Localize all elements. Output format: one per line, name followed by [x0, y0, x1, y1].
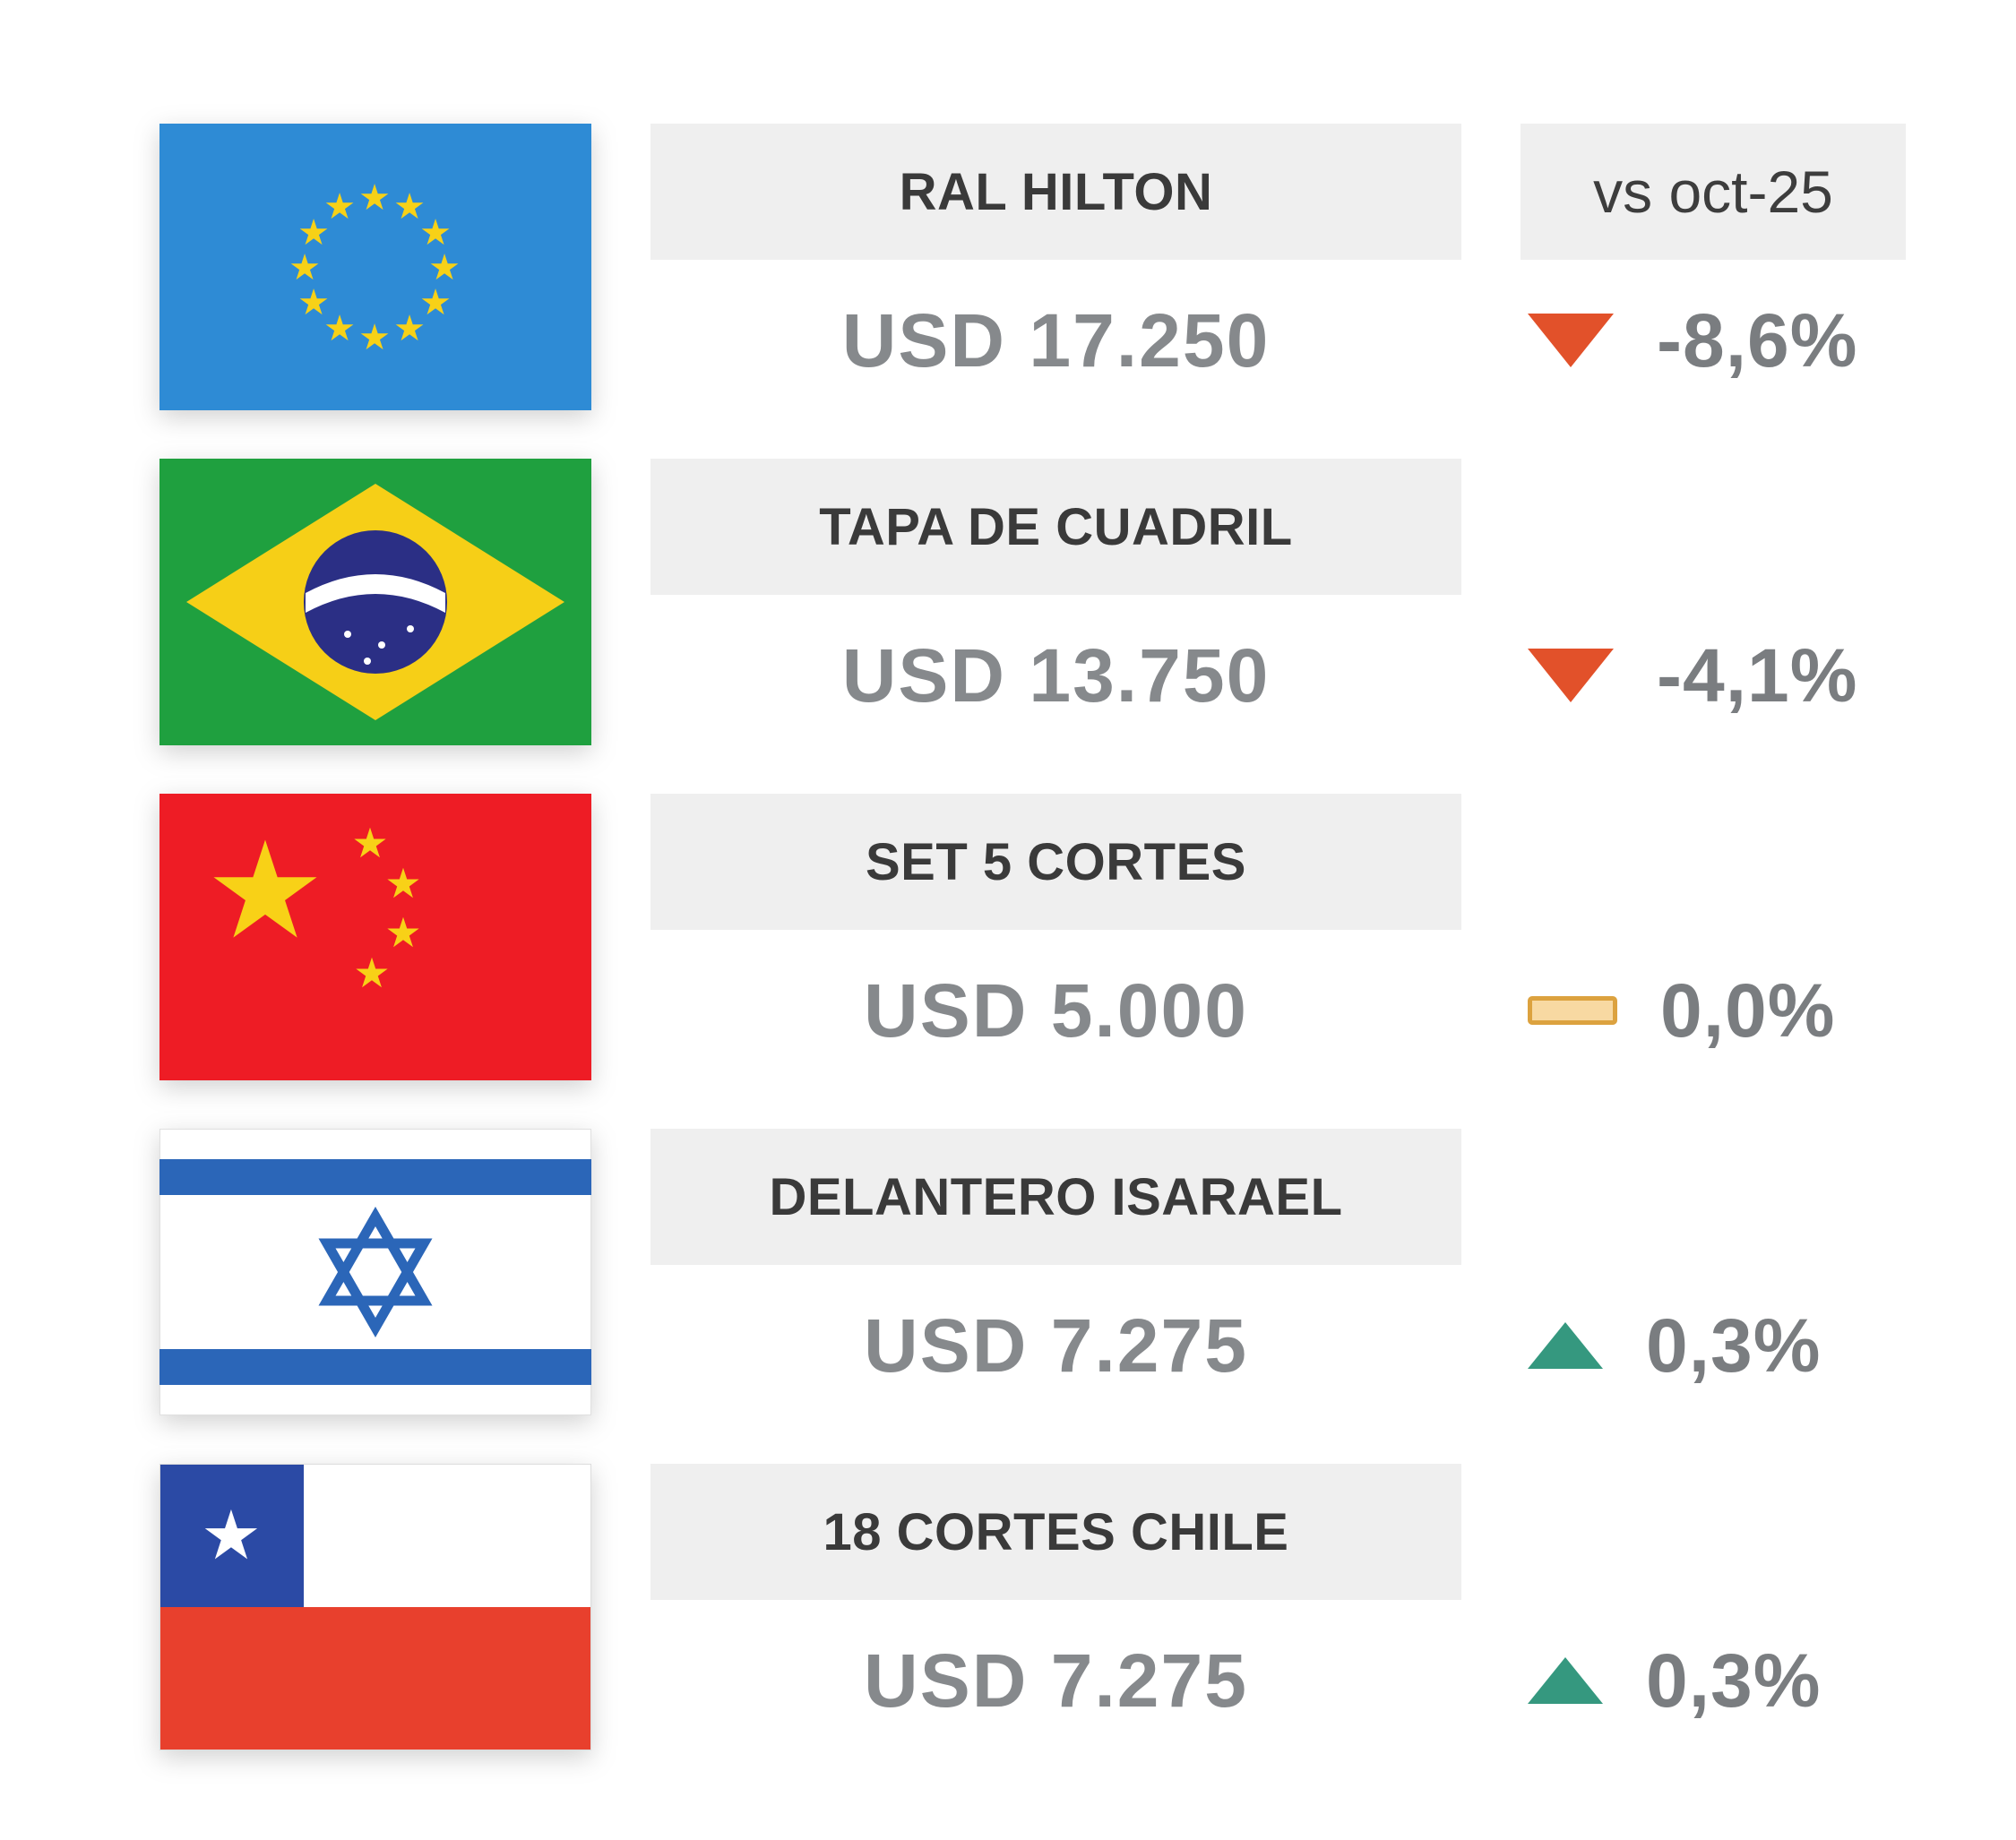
up-arrow-icon	[1528, 1657, 1603, 1704]
svg-text:★: ★	[351, 819, 388, 867]
neutral-bar-icon	[1528, 996, 1617, 1025]
svg-text:★: ★	[358, 177, 391, 219]
svg-text:★: ★	[201, 1495, 262, 1575]
product-label-box: SET 5 CORTES	[650, 794, 1461, 930]
price-text: USD 5.000	[864, 967, 1248, 1053]
spacer	[1521, 459, 1906, 595]
product-cell: DELANTERO ISARAEL USD 7.275	[650, 1129, 1461, 1426]
product-label-box: 18 CORTES CHILE	[650, 1464, 1461, 1600]
svg-text:★: ★	[323, 186, 356, 228]
change-indicator: -4,1%	[1521, 595, 1906, 756]
svg-text:★: ★	[297, 282, 330, 323]
flag-cell: ★ ★ ★ ★ ★	[159, 794, 591, 1091]
svg-text:★: ★	[393, 186, 426, 228]
spacer	[1521, 1464, 1906, 1600]
change-cell: vs oct-25 -8,6%	[1521, 124, 1906, 421]
price-table: ★ ★ ★ ★ ★ ★ ★ ★ ★ ★ ★ ★ RAL HILTON USD 17.250 …	[159, 124, 2016, 1761]
product-label-box: DELANTERO ISARAEL	[650, 1129, 1461, 1265]
product-cell: SET 5 CORTES USD 5.000	[650, 794, 1461, 1091]
product-label-box: RAL HILTON	[650, 124, 1461, 260]
eu-flag-icon: ★ ★ ★★ ★★ ★★ ★★ ★★	[159, 124, 591, 410]
product-name: RAL HILTON	[899, 162, 1213, 221]
product-name: TAPA DE CUADRIL	[819, 497, 1293, 556]
svg-text:★: ★	[384, 859, 421, 907]
table-row: DELANTERO ISARAEL USD 7.275 0,3%	[159, 1129, 2016, 1426]
product-cell: RAL HILTON USD 17.250	[650, 124, 1461, 421]
brazil-flag-icon	[159, 459, 591, 745]
flag-cell: ★	[159, 1464, 591, 1761]
table-row: ★ ★ ★ ★ ★ SET 5 CORTES USD 5.000 0,0%	[159, 794, 2016, 1091]
svg-text:★: ★	[353, 949, 390, 997]
product-cell: TAPA DE CUADRIL USD 13.750	[650, 459, 1461, 756]
svg-text:★: ★	[205, 813, 325, 969]
change-cell: 0,0%	[1521, 794, 1906, 1091]
change-indicator: 0,3%	[1521, 1265, 1906, 1426]
svg-text:★: ★	[297, 212, 330, 254]
svg-text:★: ★	[428, 247, 461, 288]
svg-text:★: ★	[289, 247, 321, 288]
table-row: ★ ★ ★ ★ ★ ★ ★ ★ ★ ★ ★ ★ RAL HILTON USD 17.250 …	[159, 124, 2016, 421]
change-cell: 0,3%	[1521, 1464, 1906, 1761]
up-arrow-icon	[1528, 1322, 1603, 1369]
flag-cell: ★ ★ ★ ★ ★ ★ ★ ★ ★ ★ ★ ★	[159, 124, 591, 421]
svg-text:★: ★	[358, 317, 391, 358]
spacer	[1521, 1129, 1906, 1265]
down-arrow-icon	[1528, 314, 1614, 367]
product-name: SET 5 CORTES	[866, 832, 1246, 891]
spacer	[1521, 794, 1906, 930]
comparison-header: vs oct-25	[1521, 124, 1906, 260]
price-text: USD 13.750	[841, 632, 1271, 718]
svg-text:★: ★	[393, 308, 426, 349]
price-text: USD 7.275	[864, 1638, 1248, 1723]
down-arrow-icon	[1528, 649, 1614, 702]
flag-cell	[159, 1129, 591, 1426]
change-percent: 0,3%	[1646, 1638, 1822, 1723]
product-name: 18 CORTES CHILE	[823, 1502, 1289, 1561]
israel-flag-icon	[159, 1129, 591, 1415]
change-indicator: 0,3%	[1521, 1600, 1906, 1761]
flag-cell	[159, 459, 591, 756]
change-indicator: -8,6%	[1521, 260, 1906, 421]
svg-text:★: ★	[384, 908, 421, 957]
svg-text:★: ★	[419, 212, 452, 254]
product-label-box: TAPA DE CUADRIL	[650, 459, 1461, 595]
change-percent: 0,0%	[1660, 967, 1836, 1053]
price-text: USD 7.275	[864, 1303, 1248, 1388]
change-cell: -4,1%	[1521, 459, 1906, 756]
change-percent: 0,3%	[1646, 1303, 1822, 1388]
product-cell: 18 CORTES CHILE USD 7.275	[650, 1464, 1461, 1761]
table-row: ★ 18 CORTES CHILE USD 7.275 0,3%	[159, 1464, 2016, 1761]
change-indicator: 0,0%	[1521, 930, 1906, 1091]
svg-text:★: ★	[419, 282, 452, 323]
product-name: DELANTERO ISARAEL	[769, 1167, 1343, 1226]
china-flag-icon: ★ ★ ★ ★ ★	[159, 794, 591, 1080]
change-percent: -8,6%	[1657, 297, 1858, 383]
change-percent: -4,1%	[1657, 632, 1858, 718]
price-text: USD 17.250	[841, 297, 1271, 383]
chile-flag-icon: ★	[159, 1464, 591, 1750]
table-row: TAPA DE CUADRIL USD 13.750 -4,1%	[159, 459, 2016, 756]
svg-text:★: ★	[323, 308, 356, 349]
change-cell: 0,3%	[1521, 1129, 1906, 1426]
